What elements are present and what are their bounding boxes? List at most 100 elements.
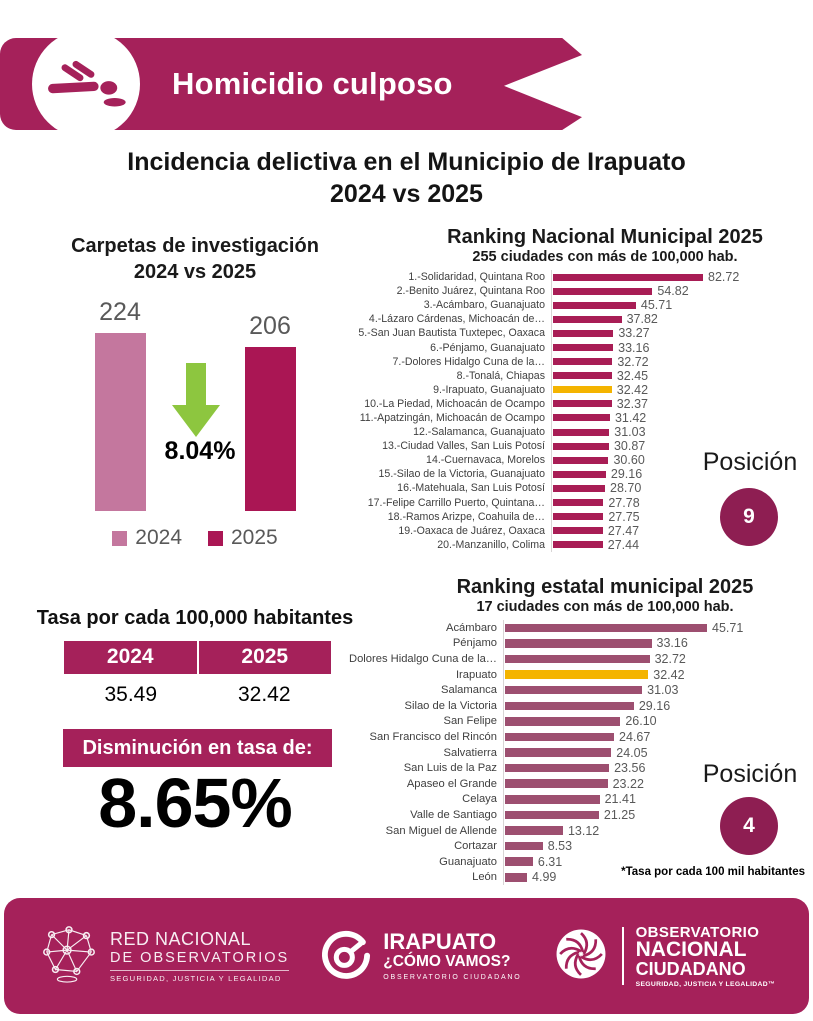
header-icon-circle (32, 30, 140, 138)
ranking-bar-cell: 31.03 (551, 425, 800, 440)
ranking-value: 23.56 (614, 761, 646, 776)
ranking-bar-cell: 30.87 (551, 439, 800, 454)
legend-label-2025: 2025 (231, 526, 278, 549)
ranking-bar-cell: 28.70 (551, 481, 800, 496)
fallen-person-icon (43, 55, 129, 114)
tasa-title: Tasa por cada 100,000 habitantes (36, 607, 354, 629)
network-icon (38, 923, 100, 990)
ranking-bar (505, 810, 599, 820)
ranking-bar (553, 315, 622, 323)
ranking-value: 4.99 (532, 870, 557, 885)
ranking-bar-cell: 27.44 (551, 537, 800, 552)
ranking-bar (553, 470, 606, 478)
ranking-row-label: San Felipe (443, 715, 498, 728)
tasa-table-values: 35.49 32.42 (64, 674, 331, 707)
ranking-bar (505, 701, 634, 711)
ranking-bar-cell: 33.16 (551, 340, 800, 355)
ranking-row: Cortazar 8.53 (300, 838, 800, 854)
ranking-row-label: 17.-Felipe Carrillo Puerto, Quintana… (367, 496, 545, 509)
ranking-value: 33.16 (656, 636, 688, 651)
ranking-row: San Miguel de Allende 13.12 (300, 822, 800, 839)
ranking-row: 13.-Ciudad Valles, San Luis Potosí 30.87 (300, 439, 800, 454)
ranking-row-label: 2.-Benito Juárez, Quintana Roo (396, 285, 545, 298)
ranking-bar (505, 670, 649, 679)
ranking-row: 4.-Lázaro Cárdenas, Michoacán de… 37.82 (300, 312, 800, 327)
ranking-value: 82.72 (708, 270, 740, 285)
ranking-bar-cell: 33.16 (503, 635, 800, 652)
national-ranking-subtitle: 255 ciudades con más de 100,000 hab. (472, 249, 738, 265)
state-ranking-subtitle: 17 ciudades con más de 100,000 hab. (476, 599, 734, 615)
ranking-row-label: 10.-La Piedad, Michoacán de Ocampo (364, 397, 545, 410)
ranking-bar-cell: 29.16 (551, 467, 800, 482)
ranking-row-label: 5.-San Juan Bautista Tuxtepec, Oaxaca (358, 327, 545, 340)
page-title-line1: Incidencia delictiva en el Municipio de … (127, 148, 686, 176)
ranking-bar (505, 779, 608, 788)
ranking-row: 17.-Felipe Carrillo Puerto, Quintana… 27.… (300, 495, 800, 510)
decrease-arrow-icon (170, 363, 222, 442)
rno-line3: SEGURIDAD, JUSTICIA Y LEGALIDAD (110, 970, 290, 983)
carpetas-title-line1: Carpetas de investigación (71, 235, 319, 257)
ranking-bar-cell: 24.05 (503, 744, 800, 761)
ranking-bar (505, 654, 650, 664)
onc-line1: OBSERVATORIO (635, 923, 760, 941)
rno-line1: RED NACIONAL (110, 929, 252, 949)
ranking-bar (553, 499, 604, 507)
bar-2024 (95, 333, 146, 511)
ranking-value: 32.42 (616, 382, 649, 397)
ranking-row: San Francisco del Rincón 24.67 (300, 729, 800, 745)
ranking-value: 29.16 (610, 467, 643, 482)
ranking-bar (553, 541, 603, 549)
legend-swatch-2024 (112, 530, 128, 546)
ranking-value: 31.03 (647, 683, 679, 698)
ranking-row: Irapuato 32.42 (300, 666, 800, 683)
legend-item-2025: 2025 (208, 526, 278, 550)
ranking-row-label: 6.-Pénjamo, Guanajuato (430, 341, 545, 354)
ranking-value: 32.42 (653, 667, 685, 682)
ranking-value: 31.03 (614, 425, 646, 440)
ranking-row: 19.-Oaxaca de Juárez, Oaxaca 27.47 (300, 523, 800, 538)
tasa-header-2024: 2024 (64, 641, 197, 674)
carpetas-chart-title: Carpetas de investigación 2024 vs 2025 (25, 233, 365, 285)
ranking-value: 24.67 (619, 729, 651, 744)
ranking-bar (505, 857, 533, 866)
ranking-row-label: San Miguel de Allende (385, 824, 497, 837)
ranking-value: 33.16 (618, 340, 650, 355)
ranking-row-label: 20.-Manzanillo, Colima (437, 538, 545, 551)
ranking-value: 37.82 (626, 312, 658, 327)
ranking-row-label: 12.-Salamanca, Guanajuato (413, 426, 545, 439)
ranking-row-label: Guanajuato (439, 855, 497, 868)
icv-line3: OBSERVATORIO CIUDADANO (383, 974, 522, 981)
ranking-row: Salamanca 31.03 (300, 682, 800, 698)
ranking-row: 6.-Pénjamo, Guanajuato 33.16 (300, 340, 800, 355)
ranking-row-label: 18.-Ramos Arizpe, Coahuila de… (387, 510, 545, 523)
ranking-row: 1.-Solidaridad, Quintana Roo 82.72 (300, 270, 800, 285)
ranking-bar-cell: 32.37 (551, 396, 800, 411)
ranking-bar-cell: 30.60 (551, 453, 800, 468)
ranking-bar-cell: 21.41 (503, 791, 800, 808)
ranking-row: 2.-Benito Juárez, Quintana Roo 54.82 (300, 284, 800, 299)
ranking-bar (553, 414, 610, 422)
ranking-value: 21.41 (604, 792, 636, 807)
tasa-table: 2024 2025 35.49 32.42 (64, 641, 331, 707)
carpetas-legend: 2024 2025 (25, 526, 365, 550)
ranking-bar (553, 287, 653, 295)
ranking-row: Dolores Hidalgo Cuna de la… 32.72 (300, 651, 800, 667)
ranking-row-label: 13.-Ciudad Valles, San Luis Potosí (382, 440, 545, 453)
ranking-row: Apaseo el Grande 23.22 (300, 775, 800, 792)
ranking-bar-cell: 29.16 (503, 697, 800, 714)
disminucion-banner: Disminución en tasa de: (63, 729, 332, 767)
ranking-bar (505, 841, 543, 851)
ranking-row: Guanajuato 6.31 (300, 853, 800, 870)
ranking-row-label: 3.-Acámbaro, Guanajuato (423, 299, 545, 312)
state-ranking-chart: Acámbaro 45.71 Pénjamo 33.16 Dolores Hidalgo… (300, 620, 800, 886)
ranking-bar-cell: 32.45 (551, 368, 800, 383)
ranking-bar (505, 639, 652, 648)
ranking-row: Acámbaro 45.71 (300, 620, 800, 636)
logo-divider (621, 927, 624, 985)
ranking-row: Silao de la Victoria 29.16 (300, 697, 800, 714)
rno-line2: DE OBSERVATORIOS (110, 950, 290, 966)
ranking-row-label: 4.-Lázaro Cárdenas, Michoacán de… (368, 313, 545, 326)
ranking-row-label: León (472, 871, 497, 884)
ranking-bar (553, 428, 610, 436)
ranking-bar-cell: 32.72 (551, 354, 800, 369)
